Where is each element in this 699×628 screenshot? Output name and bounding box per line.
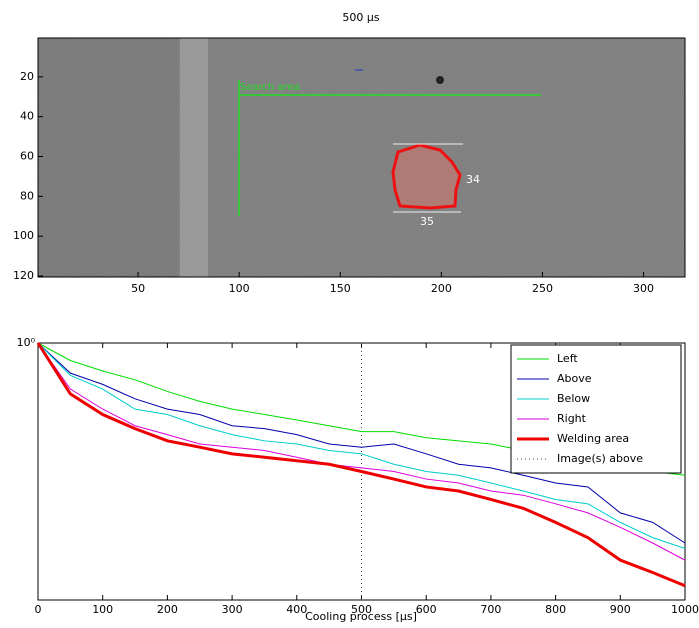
x-tick-label: 100 (92, 603, 113, 616)
x-tick-label: 300 (633, 282, 654, 295)
x-tick-label: 400 (286, 603, 307, 616)
annotation: Search area (240, 82, 300, 93)
legend-label: Right (557, 412, 587, 425)
x-tick-label: 500 (351, 603, 372, 616)
x-tick-label: 600 (416, 603, 437, 616)
image-frame (37, 37, 686, 278)
x-tick-label: 700 (480, 603, 501, 616)
x-axis-label: Cooling process [µs] (305, 610, 417, 623)
y-tick-label: 10⁰ (17, 336, 36, 349)
y-tick-label: 20 (20, 70, 34, 83)
legend-label: Image(s) above (557, 452, 643, 465)
legend-box (510, 344, 682, 474)
legend-label: Above (557, 372, 592, 385)
series-line (37, 342, 686, 550)
x-tick-label: 50 (131, 282, 145, 295)
series-line (37, 342, 686, 544)
x-tick-label: 150 (330, 282, 351, 295)
y-tick-label: 100 (13, 229, 34, 242)
x-tick-label: 900 (610, 603, 631, 616)
x-tick-label: 100 (229, 282, 250, 295)
legend-label: Left (557, 352, 578, 365)
image-content: Search area 34 35 (38, 38, 685, 277)
annotation: 34 (466, 173, 480, 186)
x-tick-label: 0 (35, 603, 42, 616)
legend-label: Welding area (557, 432, 629, 445)
legend-label: Below (557, 392, 590, 405)
x-tick-label: 200 (431, 282, 452, 295)
y-tick-label: 120 (13, 269, 34, 282)
annotation: 35 (420, 215, 434, 228)
series-line (36, 342, 686, 588)
y-tick-label: 80 (20, 189, 34, 202)
y-tick-label: 60 (20, 150, 34, 163)
x-tick-label: 800 (545, 603, 566, 616)
y-tick-label: 40 (20, 110, 34, 123)
x-tick-label: 250 (532, 282, 553, 295)
chart-title: 500 µs (342, 11, 379, 24)
x-tick-label: 1000 (671, 603, 699, 616)
x-tick-label: 200 (157, 603, 178, 616)
series-line (37, 342, 686, 561)
x-tick-label: 300 (222, 603, 243, 616)
